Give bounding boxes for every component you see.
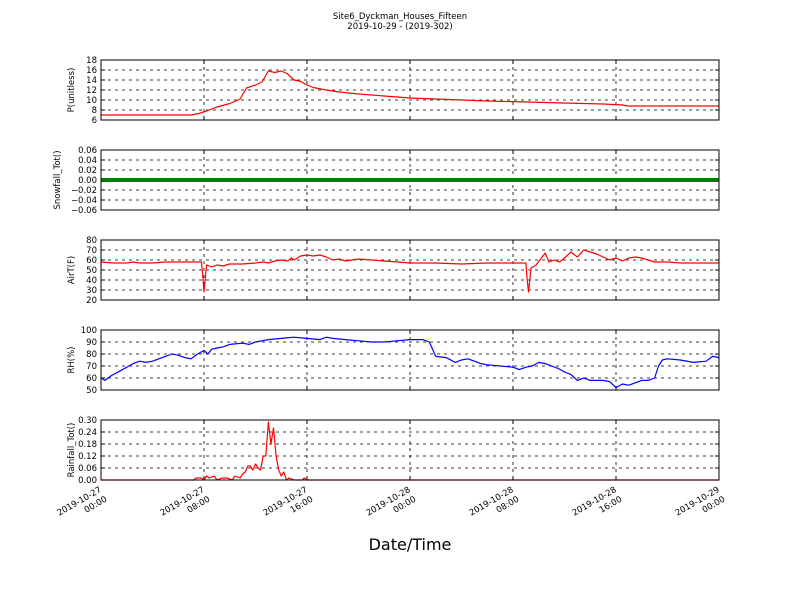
y-tick-label: 0.04 bbox=[78, 156, 97, 166]
y-tick-label: 10 bbox=[86, 96, 97, 106]
plot-frame bbox=[100, 419, 720, 481]
y-tick-label: 80 bbox=[86, 236, 97, 246]
y-tick-label: 40 bbox=[86, 276, 97, 286]
y-tick-label: 80 bbox=[86, 350, 97, 360]
y-tick-label: 30 bbox=[86, 286, 97, 296]
y-tick-label: 0.18 bbox=[78, 440, 97, 450]
plot-frame bbox=[100, 329, 720, 391]
y-tick-label: −0.02 bbox=[71, 186, 97, 196]
y-tick-label: 0.06 bbox=[78, 146, 97, 156]
subplot-2: −0.06−0.04−0.020.000.020.040.06 Snowfall_… bbox=[53, 146, 720, 216]
subplot-4: 50 60 70 80 90 100 RH(%) bbox=[67, 326, 720, 396]
y-tick-label: 16 bbox=[86, 66, 97, 76]
y-tick-label: 50 bbox=[86, 386, 97, 396]
y-tick-label: 6 bbox=[92, 116, 97, 126]
y-tick-label: 0.00 bbox=[78, 176, 97, 186]
plot-frame bbox=[100, 149, 720, 211]
y-tick-label: 0.12 bbox=[78, 452, 97, 462]
y-axis-label: RH(%) bbox=[67, 346, 77, 373]
y-tick-label: 12 bbox=[86, 86, 97, 96]
chart-subtitle: 2019-10-29 - (2019-302) bbox=[347, 22, 452, 32]
y-tick-label: 0.02 bbox=[78, 166, 97, 176]
series-line bbox=[101, 421, 719, 481]
subplot-panels: 681012141618P(unitless)−0.06−0.04−0.020.… bbox=[53, 56, 720, 486]
x-axis-label: Date/Time bbox=[369, 535, 452, 554]
y-tick-label: 8 bbox=[92, 106, 97, 116]
chart-title: Site6_Dyckman_Houses_Fifteen bbox=[333, 12, 467, 22]
y-tick-label: 60 bbox=[86, 256, 97, 266]
y-axis-label: Rainfall_Tot() bbox=[67, 423, 77, 478]
plot-frame bbox=[100, 59, 720, 121]
y-tick-label: 50 bbox=[86, 266, 97, 276]
y-tick-label: 20 bbox=[86, 296, 97, 306]
y-tick-label: 90 bbox=[86, 338, 97, 348]
series-line bbox=[101, 70, 719, 116]
y-axis-label: AirT(F) bbox=[67, 256, 77, 284]
y-tick-label: 0.06 bbox=[78, 464, 97, 474]
y-tick-label: 14 bbox=[86, 76, 97, 86]
series-line bbox=[100, 249, 719, 293]
y-tick-label: 0.30 bbox=[78, 416, 97, 426]
y-tick-label: −0.06 bbox=[71, 206, 97, 216]
y-tick-label: 0.00 bbox=[78, 476, 97, 486]
series-line bbox=[100, 336, 720, 389]
y-axis-label: Snowfall_Tot() bbox=[53, 150, 63, 209]
y-tick-label: 100 bbox=[81, 326, 97, 336]
y-axis-label: P(unitless) bbox=[67, 68, 77, 113]
y-tick-label: 0.24 bbox=[78, 428, 97, 438]
y-tick-label: 70 bbox=[86, 246, 97, 256]
plot-frame bbox=[100, 239, 720, 301]
y-tick-label: 18 bbox=[86, 56, 97, 66]
y-tick-label: 70 bbox=[86, 362, 97, 372]
y-tick-label: 60 bbox=[86, 374, 97, 384]
y-tick-label: −0.04 bbox=[71, 196, 97, 206]
